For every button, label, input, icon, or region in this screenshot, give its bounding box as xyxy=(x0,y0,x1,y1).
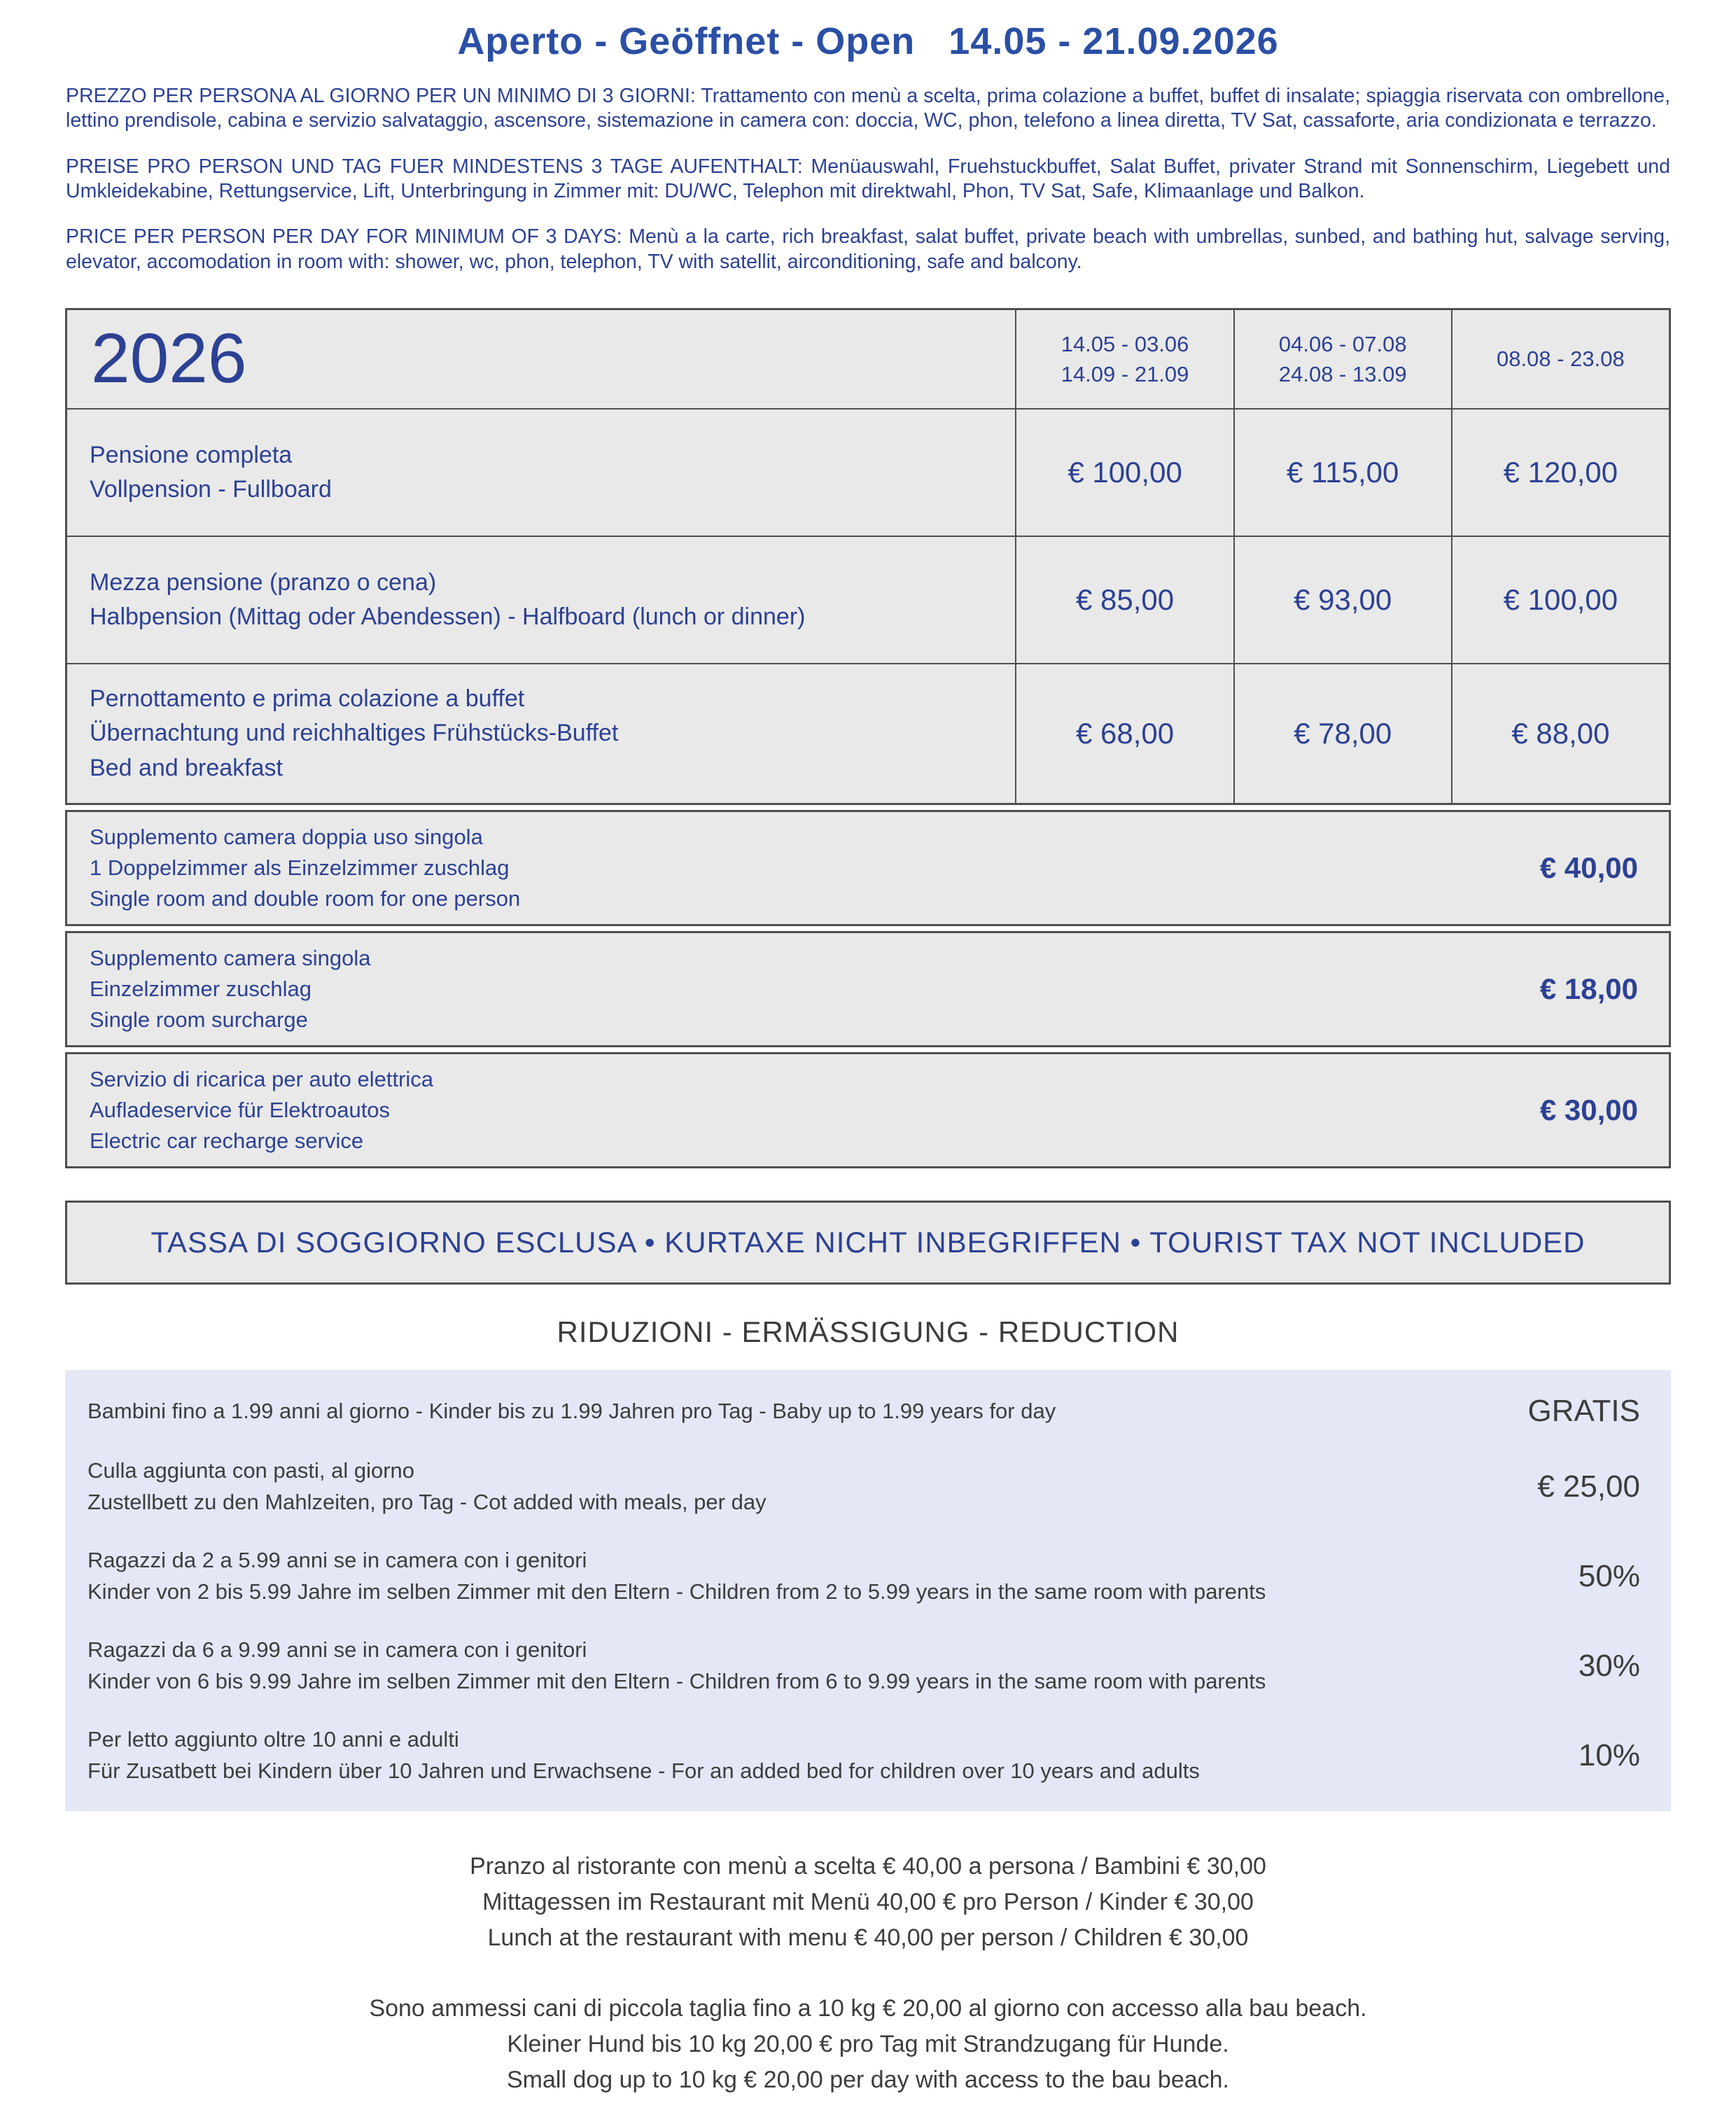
supplement-label: Supplemento camera singola Einzelzimmer … xyxy=(90,946,371,1033)
supplement-row-ev-charging: Servizio di ricarica per auto elettrica … xyxy=(65,1052,1671,1169)
season-column-header-1: 14.05 - 03.06 14.09 - 21.09 xyxy=(1015,309,1233,408)
supplement-price: € 30,00 xyxy=(1539,1093,1638,1127)
reduction-row-children-6-9: Ragazzi da 6 a 9.99 anni se in camera co… xyxy=(88,1635,1640,1698)
row-label-bed-breakfast: Pernottamento e prima colazione a buffet… xyxy=(67,662,1016,803)
supplement-row-double-single-use: Supplemento camera doppia uso singola 1 … xyxy=(65,809,1671,927)
intro-paragraph-english: PRICE PER PERSON PER DAY FOR MINIMUM OF … xyxy=(66,225,1670,273)
reduction-row-baby: Bambini fino a 1.99 anni al giorno - Kin… xyxy=(88,1394,1640,1429)
price-halfboard-season3: € 100,00 xyxy=(1450,535,1669,663)
reduction-label: Bambini fino a 1.99 anni al giorno - Kin… xyxy=(88,1398,1056,1423)
reductions-heading: RIDUZIONI - ERMÄSSIGUNG - REDUCTION xyxy=(556,1315,1180,1349)
supplement-price: € 40,00 xyxy=(1539,851,1638,884)
row-label-fullboard: Pensione completa Vollpension - Fullboar… xyxy=(67,407,1016,536)
price-halfboard-season2: € 93,00 xyxy=(1233,535,1451,663)
price-fullboard-season3: € 120,00 xyxy=(1450,407,1669,536)
price-bed-breakfast-season2: € 78,00 xyxy=(1233,662,1451,803)
reduction-row-cot: Culla aggiunta con pasti, al giorno Zust… xyxy=(88,1455,1640,1518)
price-halfboard-season1: € 85,00 xyxy=(1015,535,1233,663)
table-year: 2026 xyxy=(91,319,247,398)
supplement-label: Servizio di ricarica per auto elettrica … xyxy=(90,1067,434,1154)
reduction-value: GRATIS xyxy=(1527,1394,1640,1429)
reduction-row-added-bed: Per letto aggiunto oltre 10 anni e adult… xyxy=(88,1724,1640,1787)
page-title: Aperto - Geöffnet - Open 14.05 - 21.09.2… xyxy=(457,20,1279,62)
supplement-price: € 18,00 xyxy=(1539,972,1638,1006)
reduction-value: 50% xyxy=(1578,1558,1640,1593)
price-table: 2026 14.05 - 03.06 14.09 - 21.09 04.06 -… xyxy=(65,307,1671,805)
season-column-header-2: 04.06 - 07.08 24.08 - 13.09 xyxy=(1233,309,1451,408)
price-bed-breakfast-season1: € 68,00 xyxy=(1015,662,1233,803)
price-fullboard-season1: € 100,00 xyxy=(1015,407,1233,536)
reduction-label: Ragazzi da 2 a 5.99 anni se in camera co… xyxy=(88,1547,1266,1604)
intro-paragraph-italian: PREZZO PER PERSONA AL GIORNO PER UN MINI… xyxy=(66,85,1670,132)
row-label-halfboard: Mezza pensione (pranzo o cena) Halbpensi… xyxy=(67,535,1016,663)
reduction-value: 30% xyxy=(1578,1648,1640,1683)
intro-paragraph-german: PREISE PRO PERSON UND TAG FUER MINDESTEN… xyxy=(66,155,1670,202)
reduction-row-children-2-5: Ragazzi da 2 a 5.99 anni se in camera co… xyxy=(88,1545,1640,1608)
reduction-value: 10% xyxy=(1578,1737,1640,1772)
reduction-value: € 25,00 xyxy=(1537,1469,1640,1504)
reduction-label: Per letto aggiunto oltre 10 anni e adult… xyxy=(88,1726,1200,1783)
supplement-label: Supplemento camera doppia uso singola 1 … xyxy=(90,824,521,911)
supplement-row-single-room: Supplemento camera singola Einzelzimmer … xyxy=(65,931,1671,1048)
price-bed-breakfast-season3: € 88,00 xyxy=(1450,662,1669,803)
reduction-label: Ragazzi da 6 a 9.99 anni se in camera co… xyxy=(88,1637,1266,1693)
reductions-section: Bambini fino a 1.99 anni al giorno - Kin… xyxy=(65,1370,1671,1811)
reduction-label: Culla aggiunta con pasti, al giorno Zust… xyxy=(88,1458,766,1515)
dog-policy: Sono ammessi cani di piccola taglia fino… xyxy=(369,1994,1367,2093)
tourist-tax-banner: TASSA DI SOGGIORNO ESCLUSA • KURTAXE NIC… xyxy=(65,1201,1671,1285)
price-fullboard-season2: € 115,00 xyxy=(1233,407,1451,536)
lunch-info: Pranzo al ristorante con menù a scelta €… xyxy=(470,1852,1266,1951)
season-column-header-3: 08.08 - 23.08 xyxy=(1450,309,1669,408)
